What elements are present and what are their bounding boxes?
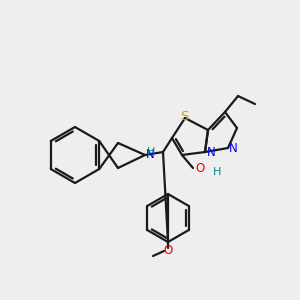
Text: O: O [195, 163, 204, 176]
Text: H: H [213, 167, 221, 177]
Text: N: N [229, 142, 238, 155]
Text: O: O [164, 244, 172, 257]
Text: S: S [180, 110, 188, 122]
Text: N: N [207, 146, 216, 160]
Text: H: H [147, 147, 155, 157]
Text: N: N [146, 148, 155, 161]
